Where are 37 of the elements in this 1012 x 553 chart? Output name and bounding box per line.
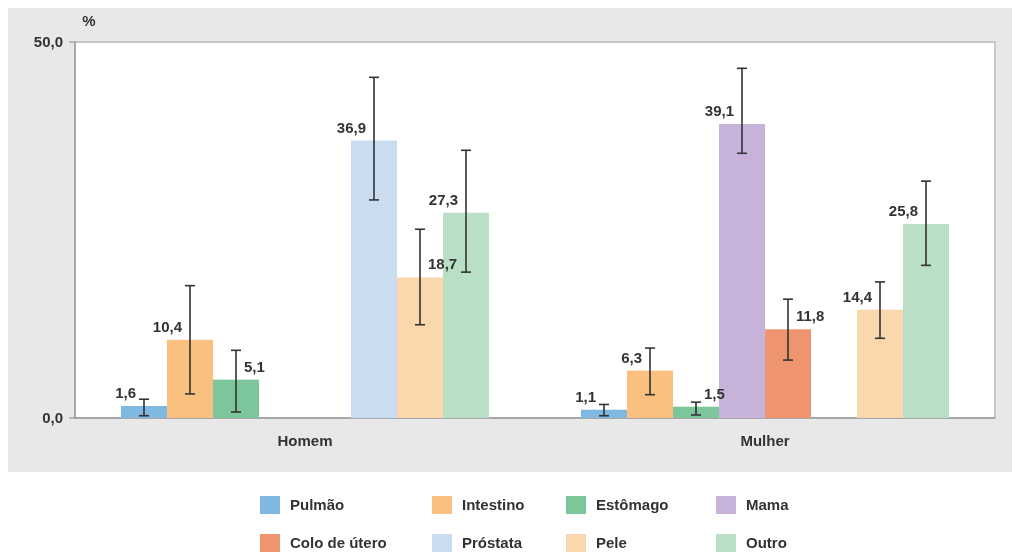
data-label: 10,4 [152,317,183,335]
data-label: 14,4 [842,287,873,305]
bar [167,339,213,418]
bar [397,277,443,418]
bar [121,405,167,418]
x-tick-label: Homem [277,432,333,449]
bar [903,223,949,418]
data-label: 18,7 [428,255,458,273]
data-label: 1,1 [575,387,596,405]
legend-label: Estômago [596,496,669,514]
legend-label: Colo de útero [290,534,387,552]
bar [581,409,627,418]
legend-label: Intestino [462,496,525,514]
data-label: 39,1 [704,101,734,119]
data-label: 1,6 [115,383,136,401]
bar [673,406,719,418]
data-label: 27,3 [428,190,458,208]
bar [857,309,903,418]
legend-label: Pulmão [290,496,345,514]
x-tick-label: Mulher [740,432,790,449]
legend-label: Próstata [462,534,523,552]
bar [627,370,673,418]
bar [765,329,811,418]
bar [213,379,259,418]
data-label: 5,1 [244,357,265,375]
legend-label: Mama [746,496,790,514]
data-label: 25,8 [888,201,918,219]
legend-label: Pele [596,534,627,552]
bar [351,140,397,418]
y-tick-label: 50,0 [33,33,63,51]
data-label: 11,8 [796,307,825,325]
legend-label: Outro [746,534,787,552]
data-label: 36,9 [336,118,366,136]
data-label: 1,5 [704,384,725,402]
data-label: 6,3 [621,348,642,366]
y-tick-label: 0,0 [42,409,63,427]
y-axis-title: % [82,12,96,29]
